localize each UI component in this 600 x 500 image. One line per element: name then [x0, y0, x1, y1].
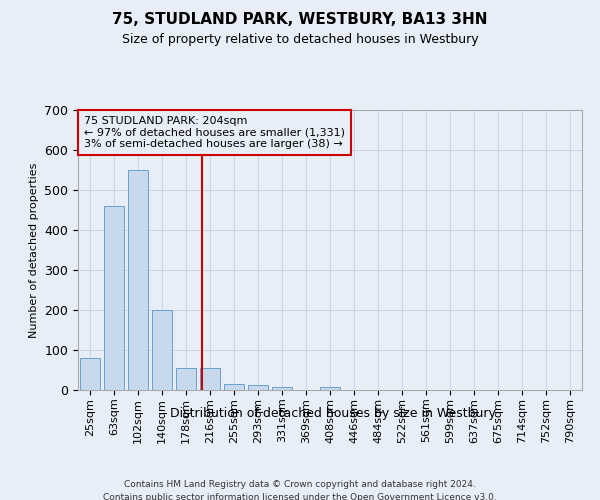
Text: 75 STUDLAND PARK: 204sqm
← 97% of detached houses are smaller (1,331)
3% of semi: 75 STUDLAND PARK: 204sqm ← 97% of detach…	[84, 116, 345, 149]
Bar	[152, 310, 172, 390]
Text: Contains HM Land Registry data © Crown copyright and database right 2024.: Contains HM Land Registry data © Crown c…	[124, 480, 476, 489]
Y-axis label: Number of detached properties: Number of detached properties	[29, 162, 39, 338]
Bar	[224, 384, 244, 390]
Bar	[320, 387, 340, 390]
Text: Size of property relative to detached houses in Westbury: Size of property relative to detached ho…	[122, 32, 478, 46]
Text: Contains public sector information licensed under the Open Government Licence v3: Contains public sector information licen…	[103, 492, 497, 500]
Bar	[128, 170, 148, 390]
Bar	[248, 385, 268, 390]
Bar	[176, 368, 196, 390]
Bar	[80, 358, 100, 390]
Text: Distribution of detached houses by size in Westbury: Distribution of detached houses by size …	[170, 408, 496, 420]
Bar	[272, 387, 292, 390]
Bar	[200, 368, 220, 390]
Bar	[104, 206, 124, 390]
Text: 75, STUDLAND PARK, WESTBURY, BA13 3HN: 75, STUDLAND PARK, WESTBURY, BA13 3HN	[112, 12, 488, 28]
